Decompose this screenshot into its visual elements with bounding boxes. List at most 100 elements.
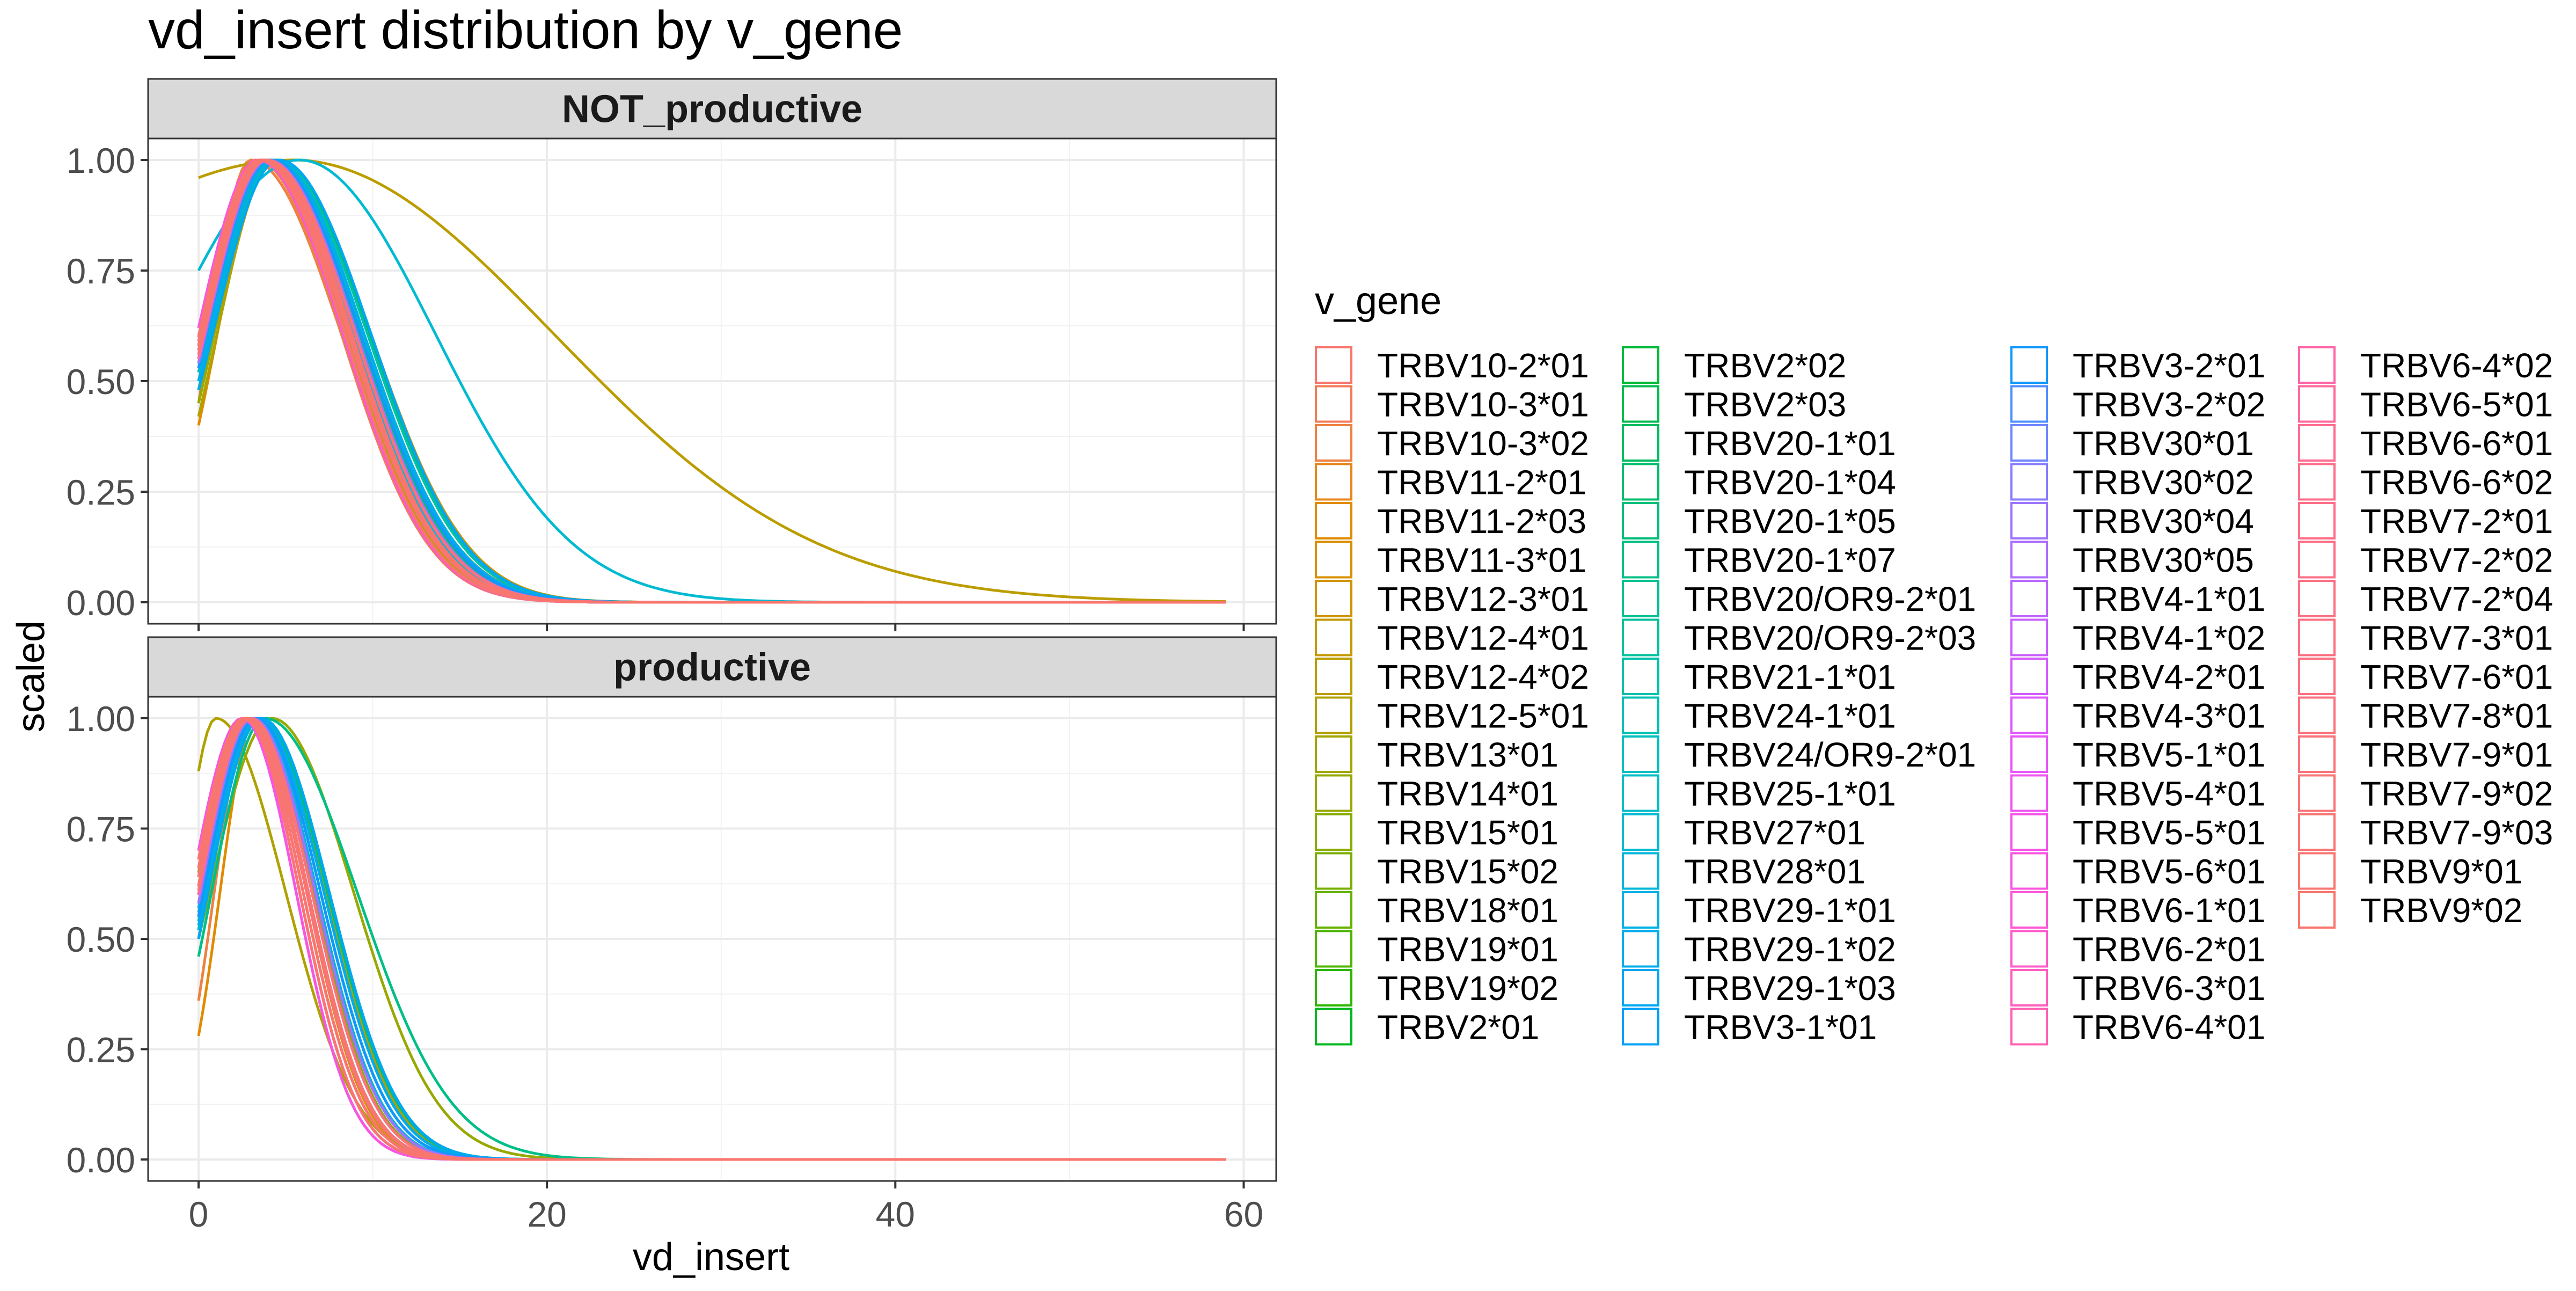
legend-entry: TRBV2*01	[1315, 1008, 1539, 1047]
legend-entry: TRBV7-2*04	[2298, 580, 2553, 618]
legend-label: TRBV20/OR9-2*03	[1684, 619, 1976, 658]
legend-label: TRBV10-3*01	[1377, 385, 1589, 424]
legend-key	[1315, 463, 1352, 501]
legend-key	[2298, 658, 2336, 695]
legend-entry: TRBV6-2*01	[2010, 930, 2265, 969]
legend-entry: TRBV6-6*02	[2298, 463, 2553, 502]
legend-entry: TRBV3-2*02	[2010, 385, 2265, 424]
legend-label: TRBV15*01	[1377, 813, 1558, 852]
legend-key	[2298, 891, 2336, 929]
y-axis: 0.00 0.25 0.50 0.75 1.00	[67, 699, 148, 1180]
legend-key	[2010, 658, 2048, 695]
legend-label: TRBV19*01	[1377, 930, 1558, 969]
legend-label: TRBV6-4*01	[2073, 1008, 2265, 1047]
legend-entry: TRBV29-1*03	[1622, 969, 1896, 1008]
legend-label: TRBV12-4*01	[1377, 619, 1589, 658]
legend-entry: TRBV2*02	[1622, 346, 1846, 385]
legend-label: TRBV10-3*02	[1377, 424, 1589, 463]
legend-key	[2010, 463, 2048, 501]
legend-entry: TRBV30*04	[2010, 502, 2254, 541]
legend-label: TRBV7-6*01	[2360, 658, 2553, 696]
legend-key	[2010, 891, 2048, 929]
legend: TRBV10-2*01TRBV10-3*01TRBV10-3*02TRBV11-…	[1315, 346, 2553, 1047]
density-curve-TRBV9*02	[197, 717, 1226, 1161]
legend-label: TRBV9*01	[2360, 852, 2522, 891]
legend-label: TRBV14*01	[1377, 775, 1558, 813]
legend-entry: TRBV10-3*01	[1315, 385, 1589, 424]
legend-key	[1315, 424, 1352, 462]
legend-entry: TRBV20-1*05	[1622, 502, 1896, 541]
legend-key	[1622, 1008, 1659, 1046]
legend-entry: TRBV7-9*01	[2298, 735, 2553, 774]
legend-key	[1622, 385, 1659, 423]
legend-label: TRBV7-9*03	[2360, 813, 2553, 852]
legend-entry: TRBV5-4*01	[2010, 774, 2265, 813]
y-tick-label: 0.75	[67, 809, 135, 849]
facet-strip	[147, 78, 1277, 140]
legend-label: TRBV3-2*01	[2073, 346, 2265, 385]
legend-entry: TRBV7-9*02	[2298, 774, 2553, 813]
legend-entry: TRBV6-5*01	[2298, 385, 2553, 424]
legend-entry: TRBV7-8*01	[2298, 696, 2553, 735]
legend-entry: TRBV20/OR9-2*03	[1622, 618, 1976, 658]
legend-label: TRBV30*02	[2073, 463, 2254, 502]
legend-label: TRBV3-1*01	[1684, 1008, 1877, 1047]
legend-entry: TRBV12-3*01	[1315, 580, 1589, 618]
legend-entry: TRBV11-2*01	[1315, 463, 1586, 502]
legend-title: v_gene	[1315, 280, 1441, 323]
y-tick-label: 0.25	[67, 1030, 135, 1070]
legend-key	[1622, 813, 1659, 851]
legend-label: TRBV7-3*01	[2360, 619, 2553, 658]
legend-label: TRBV27*01	[1684, 813, 1865, 852]
x-tick-label: 0	[189, 1194, 209, 1234]
facet-panel-not-productive: NOT_productive 0.00 0.25 0.50 0.75 1.00	[67, 78, 1277, 631]
legend-label: TRBV28*01	[1684, 852, 1865, 891]
legend-label: TRBV15*02	[1377, 852, 1558, 891]
legend-key	[2010, 1008, 2048, 1046]
legend-entry: TRBV10-2*01	[1315, 346, 1589, 385]
legend-label: TRBV30*04	[2073, 502, 2254, 541]
legend-entry: TRBV4-3*01	[2010, 696, 2265, 735]
legend-key	[1315, 1008, 1352, 1046]
legend-entry: TRBV11-2*03	[1315, 502, 1586, 541]
density-curve-TRBV12-4*02	[198, 158, 1227, 603]
y-tick-label: 0.25	[67, 472, 135, 512]
legend-entry: TRBV24/OR9-2*01	[1622, 735, 1976, 774]
legend-key	[2010, 424, 2048, 462]
legend-label: TRBV29-1*01	[1684, 891, 1896, 930]
legend-entry: TRBV18*01	[1315, 891, 1558, 930]
legend-entry: TRBV6-6*01	[2298, 424, 2553, 463]
x-axis-label: vd_insert	[633, 1236, 789, 1279]
legend-label: TRBV13*01	[1377, 735, 1558, 774]
legend-key	[1622, 463, 1659, 501]
legend-label: TRBV24/OR9-2*01	[1684, 735, 1976, 774]
y-tick-label: 1.00	[67, 699, 135, 739]
legend-entry: TRBV20-1*01	[1622, 424, 1896, 463]
grid-lines	[148, 138, 1276, 624]
legend-label: TRBV7-2*01	[2360, 502, 2553, 541]
legend-key	[1315, 618, 1352, 657]
legend-label: TRBV7-9*01	[2360, 735, 2553, 774]
legend-entry: TRBV3-1*01	[1622, 1008, 1877, 1047]
legend-entry: TRBV10-3*02	[1315, 424, 1589, 463]
legend-key	[1622, 346, 1659, 384]
legend-entry: TRBV20-1*04	[1622, 463, 1896, 502]
legend-key	[1315, 385, 1352, 423]
legend-entry: TRBV9*01	[2298, 852, 2522, 891]
legend-entry: TRBV4-2*01	[2010, 658, 2265, 696]
legend-entry: TRBV27*01	[1622, 813, 1865, 852]
x-tick-label: 60	[1224, 1194, 1263, 1234]
legend-key	[1315, 658, 1352, 695]
legend-label: TRBV2*01	[1377, 1008, 1539, 1047]
legend-key	[1315, 696, 1352, 734]
legend-label: TRBV12-4*02	[1377, 658, 1589, 696]
legend-label: TRBV2*02	[1684, 346, 1846, 385]
legend-key	[1315, 580, 1352, 617]
legend-key	[2010, 696, 2048, 734]
density-curve-TRBV9*02	[197, 158, 1226, 604]
legend-key	[2298, 463, 2336, 501]
legend-entry: TRBV11-3*01	[1315, 541, 1586, 580]
legend-key	[2298, 502, 2336, 539]
legend-label: TRBV11-3*01	[1377, 541, 1586, 580]
